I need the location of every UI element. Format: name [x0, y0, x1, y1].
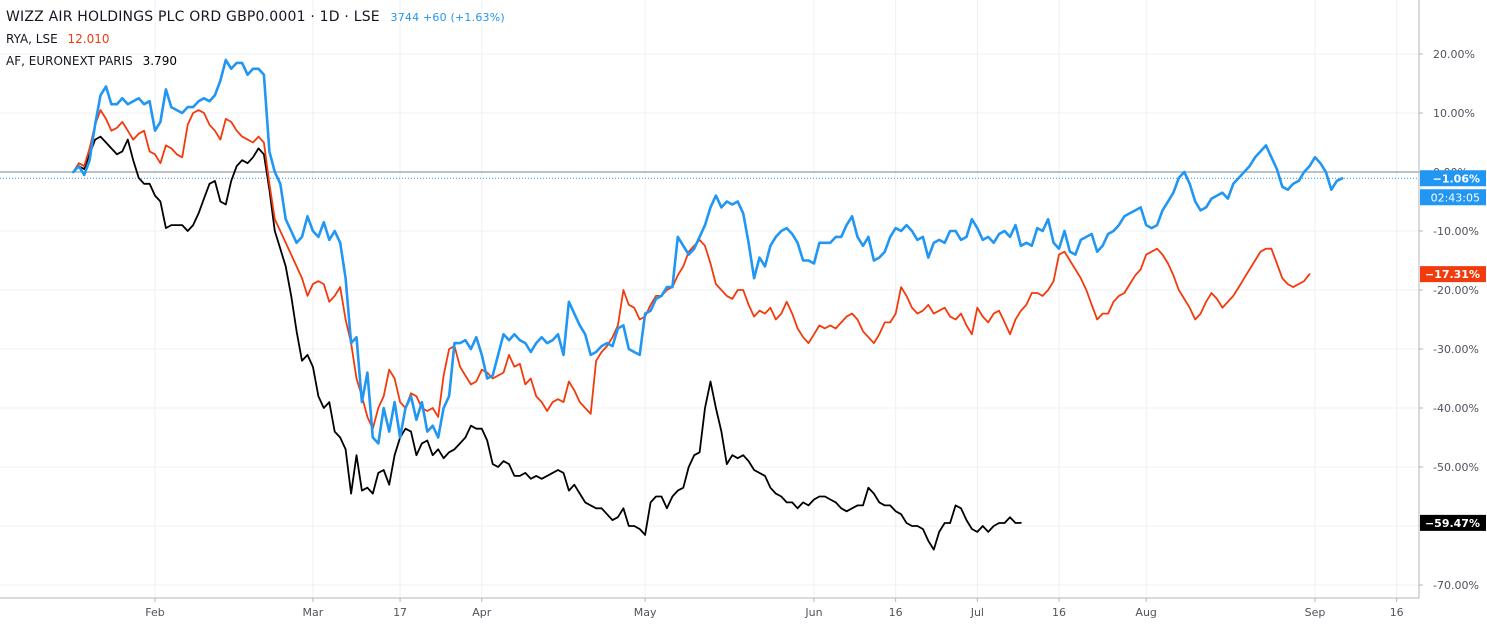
badge-layer: −1.06% 02:43:05 −17.31% −59.47%	[1420, 170, 1486, 531]
badge-af	[1420, 514, 1486, 531]
badge-sub-label-wizz: 02:43:05	[1431, 191, 1480, 204]
legend-row-af[interactable]: AF, EURONEXT PARIS 3.790	[6, 50, 505, 72]
y-tick-label: 10.00%	[1433, 107, 1475, 120]
badge-label-wizz: −1.06%	[1433, 172, 1480, 185]
x-tick-label: 16	[889, 606, 903, 619]
y-tick-label: -10.00%	[1433, 225, 1479, 238]
legend-label: AF, EURONEXT PARIS	[6, 54, 133, 68]
y-tick-label: 20.00%	[1433, 48, 1475, 61]
series-line-rya[interactable]	[72, 109, 1311, 430]
x-tick-label: 17	[393, 606, 407, 619]
legend-row-rya[interactable]: RYA, LSE 12.010	[6, 28, 505, 50]
x-tick-label: Jul	[970, 606, 984, 619]
legend-label: RYA, LSE	[6, 32, 58, 46]
series-line-wizz[interactable]	[72, 58, 1344, 445]
x-tick-label: Sep	[1305, 606, 1326, 619]
y-tick-label: -40.00%	[1433, 402, 1479, 415]
badge-label-rya: −17.31%	[1425, 268, 1480, 281]
x-tick-label: 16	[1052, 606, 1066, 619]
badge-sub-wizz	[1420, 189, 1486, 206]
x-tick-label: Apr	[472, 606, 492, 619]
y-tick-label: -50.00%	[1433, 461, 1479, 474]
x-tick-label: 16	[1390, 606, 1404, 619]
legend: WIZZ AIR HOLDINGS PLC ORD GBP0.0001 · 1D…	[6, 6, 505, 72]
series-layer	[72, 58, 1344, 551]
x-tick-label: Feb	[145, 606, 164, 619]
main-quote: 3744 +60 (+1.63%)	[390, 11, 505, 24]
series-line-af[interactable]	[72, 135, 1022, 551]
main-symbol[interactable]: WIZZ AIR HOLDINGS PLC ORD GBP0.0001 · 1D…	[6, 9, 380, 25]
badge-label-af: −59.47%	[1425, 517, 1480, 530]
y-tick-label: -30.00%	[1433, 343, 1479, 356]
badge-rya	[1420, 266, 1486, 283]
x-tick-label: Aug	[1135, 606, 1156, 619]
x-tick-label: Jun	[804, 606, 822, 619]
legend-value: 3.790	[142, 54, 177, 68]
y-tick-label: -20.00%	[1433, 284, 1479, 297]
x-tick-label: May	[634, 606, 657, 619]
x-tick-label: Mar	[303, 606, 324, 619]
legend-value: 12.010	[67, 32, 110, 46]
legend-main: WIZZ AIR HOLDINGS PLC ORD GBP0.0001 · 1D…	[6, 6, 505, 28]
grid-layer	[0, 0, 1419, 598]
reference-line-layer	[0, 171, 1419, 179]
badge-wizz	[1420, 170, 1486, 187]
y-tick-label: -70.00%	[1433, 579, 1479, 592]
